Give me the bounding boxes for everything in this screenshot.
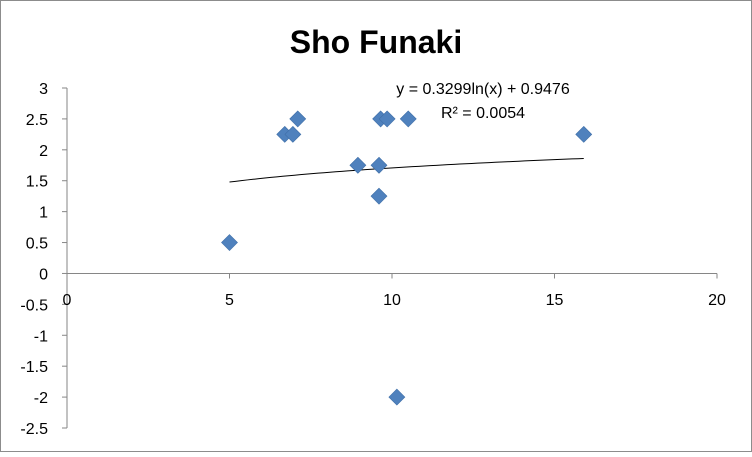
axes: 3 2.5 2 1.5 1 0.5 0 -0.5 -1 -1.5 -2 -2.5 0 5 10 15 20 [20, 81, 726, 438]
chart-title: Sho Funaki [290, 24, 462, 60]
data-point [349, 156, 367, 174]
y-tick-label: 2 [39, 143, 48, 160]
data-point [284, 125, 302, 143]
x-tick-label: 10 [383, 292, 401, 309]
data-point [221, 234, 238, 251]
x-tick-label: 20 [708, 292, 726, 309]
y-tick-label: -0.5 [20, 297, 48, 314]
data-point [399, 110, 417, 128]
trendline [229, 157, 584, 183]
data-point [388, 388, 406, 406]
data-points [221, 110, 593, 406]
y-tick-label: -1.5 [20, 359, 48, 376]
data-point [575, 125, 593, 143]
y-tick-label: 0 [39, 266, 48, 283]
y-tick-label: 2.5 [26, 112, 48, 129]
y-tick-label: 1 [39, 205, 48, 222]
trendline-group [229, 157, 584, 183]
data-point [289, 110, 307, 128]
x-tick-label: 5 [225, 292, 234, 309]
data-point [370, 187, 388, 205]
data-point [370, 156, 388, 174]
x-tick-label: 15 [546, 292, 564, 309]
y-tick-label: 3 [39, 81, 48, 98]
y-tick-label: 0.5 [26, 236, 48, 253]
y-tick-label: -2.5 [20, 421, 48, 438]
y-tick-label: 1.5 [26, 174, 48, 191]
data-point [378, 110, 396, 128]
trendline-r-squared: R² = 0.0054 [441, 105, 525, 122]
trendline-equation: y = 0.3299ln(x) + 0.9476 [396, 81, 570, 98]
y-tick-label: -1 [34, 328, 48, 345]
x-tick-label: 0 [63, 292, 72, 309]
y-tick-label: -2 [34, 390, 48, 407]
